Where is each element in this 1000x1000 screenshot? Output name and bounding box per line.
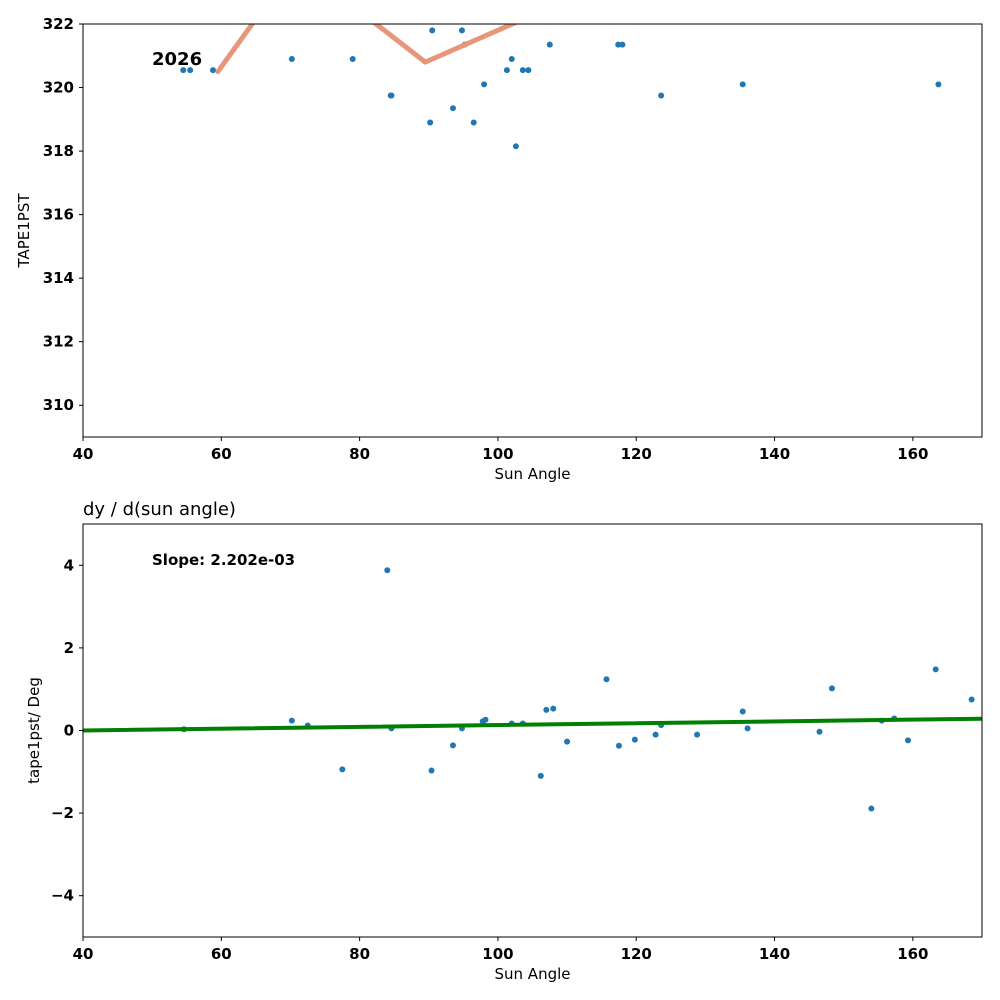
x-tick-label: 160 bbox=[897, 445, 928, 463]
y-tick-label: 316 bbox=[43, 206, 74, 224]
data-point bbox=[968, 696, 975, 703]
data-point bbox=[180, 67, 187, 74]
data-point bbox=[615, 742, 622, 749]
data-point bbox=[631, 736, 638, 743]
chart-annotation: 2026 bbox=[152, 49, 202, 70]
x-tick-label: 40 bbox=[73, 445, 94, 463]
x-axis-label: Sun Angle bbox=[495, 465, 571, 483]
data-point bbox=[525, 67, 532, 74]
y-axis-label: tape1pst/ Deg bbox=[25, 677, 43, 784]
series-line bbox=[83, 716, 982, 733]
data-point bbox=[658, 92, 665, 99]
y-axis-label: TAPE1PST bbox=[15, 193, 33, 269]
data-point bbox=[652, 731, 659, 738]
data-point bbox=[550, 705, 557, 712]
data-point bbox=[508, 55, 515, 62]
x-tick-label: 40 bbox=[73, 945, 94, 963]
data-point bbox=[603, 676, 610, 683]
data-point bbox=[519, 67, 526, 74]
y-tick-label: 2 bbox=[64, 639, 74, 657]
data-point bbox=[816, 728, 823, 735]
data-point bbox=[449, 742, 456, 749]
data-point bbox=[288, 55, 295, 62]
data-point bbox=[470, 119, 477, 126]
x-tick-label: 100 bbox=[482, 445, 513, 463]
data-point bbox=[564, 738, 571, 745]
data-point bbox=[428, 767, 435, 774]
series-line bbox=[215, 24, 518, 75]
x-tick-label: 120 bbox=[621, 945, 652, 963]
data-point bbox=[932, 666, 939, 673]
x-tick-label: 140 bbox=[759, 445, 790, 463]
y-tick-label: 320 bbox=[43, 79, 74, 97]
data-point bbox=[449, 105, 456, 112]
axes-frame bbox=[82, 23, 983, 438]
data-point bbox=[615, 41, 622, 48]
data-point bbox=[543, 706, 550, 713]
data-point bbox=[619, 41, 626, 48]
data-point bbox=[935, 81, 942, 88]
data-point bbox=[512, 143, 519, 150]
data-point bbox=[905, 737, 912, 744]
bottom-chart-panel: 40 60 80 100 120 140 160 −4 −2 0 2 4 Sun Angle tape1p… bbox=[25, 499, 983, 983]
plot-area bbox=[83, 24, 982, 437]
data-point bbox=[384, 567, 391, 574]
data-point bbox=[388, 92, 395, 99]
y-tick-label: 4 bbox=[64, 556, 74, 574]
data-point bbox=[739, 708, 746, 715]
data-point bbox=[458, 27, 465, 34]
plot-marks bbox=[180, 24, 942, 150]
data-point bbox=[868, 805, 875, 812]
plot-marks bbox=[83, 567, 982, 812]
data-point bbox=[546, 41, 553, 48]
x-axis-label: Sun Angle bbox=[495, 965, 571, 983]
y-tick-label: −2 bbox=[51, 804, 74, 822]
data-point bbox=[481, 81, 488, 88]
data-point bbox=[349, 55, 356, 62]
x-tick-label: 120 bbox=[621, 445, 652, 463]
y-tick-label: 0 bbox=[64, 722, 74, 740]
y-tick-label: 322 bbox=[43, 15, 74, 33]
y-tick-label: 318 bbox=[43, 142, 74, 160]
x-tick-label: 100 bbox=[482, 945, 513, 963]
chart-title: dy / d(sun angle) bbox=[83, 499, 236, 520]
data-point bbox=[744, 725, 751, 732]
data-point bbox=[482, 716, 489, 723]
data-point bbox=[694, 731, 701, 738]
y-tick-label: −4 bbox=[51, 887, 74, 905]
y-tick-label: 314 bbox=[43, 269, 74, 287]
data-point bbox=[187, 67, 194, 74]
data-point bbox=[210, 67, 217, 74]
data-point bbox=[828, 685, 835, 692]
data-point bbox=[429, 27, 436, 34]
data-point bbox=[427, 119, 434, 126]
chart-annotation: Slope: 2.202e-03 bbox=[152, 551, 295, 569]
data-point bbox=[339, 766, 346, 773]
x-tick-label: 160 bbox=[897, 945, 928, 963]
data-point bbox=[288, 717, 295, 724]
top-chart-panel: 40 60 80 100 120 140 160 310 312 314 316 318 320 322 S… bbox=[15, 15, 983, 483]
data-point bbox=[537, 772, 544, 779]
x-tick-label: 140 bbox=[759, 945, 790, 963]
y-tick-label: 312 bbox=[43, 333, 74, 351]
data-point bbox=[739, 81, 746, 88]
x-tick-label: 60 bbox=[211, 445, 232, 463]
data-point bbox=[503, 67, 510, 74]
x-tick-label: 80 bbox=[349, 945, 370, 963]
x-tick-label: 80 bbox=[349, 445, 370, 463]
y-tick-label: 310 bbox=[43, 396, 74, 414]
x-tick-label: 60 bbox=[211, 945, 232, 963]
